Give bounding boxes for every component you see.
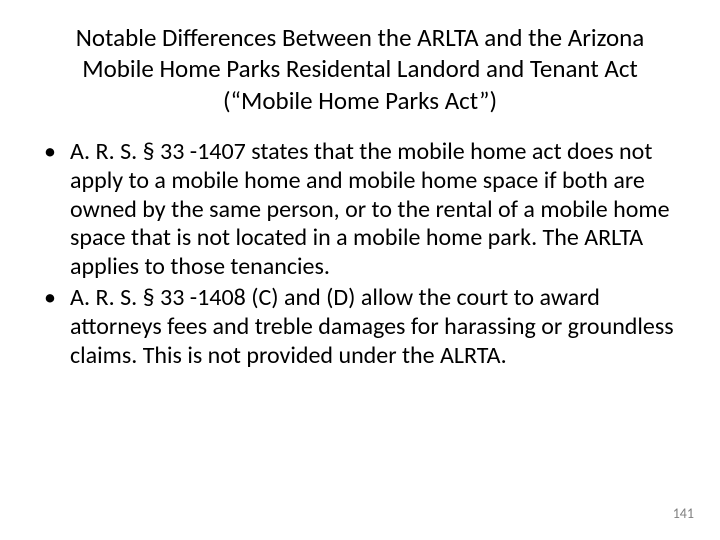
slide-body: A. R. S. § 33 -1407 states that the mobi… [32,138,680,372]
slide: Notable Differences Between the ARLTA an… [0,0,720,540]
slide-title: Notable Differences Between the ARLTA an… [60,22,660,116]
page-number: 141 [673,505,694,522]
list-item: A. R. S. § 33 -1408 (C) and (D) allow th… [32,284,680,370]
bullet-list: A. R. S. § 33 -1407 states that the mobi… [32,138,680,370]
list-item: A. R. S. § 33 -1407 states that the mobi… [32,138,680,282]
